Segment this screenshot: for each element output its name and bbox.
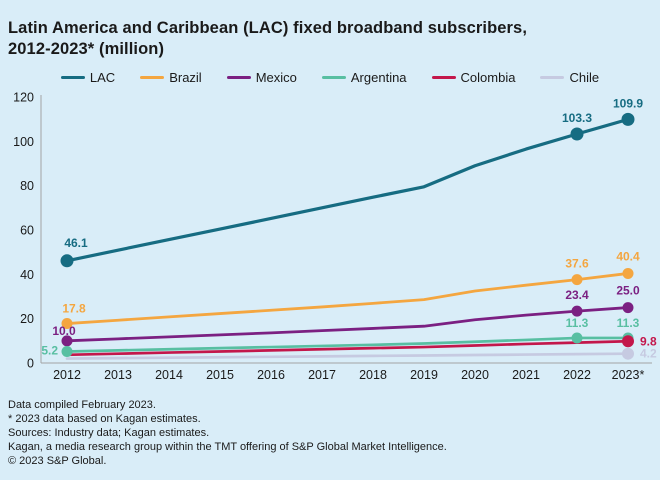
legend-item-chile: Chile xyxy=(540,70,599,85)
data-point-marker-mexico-2022 xyxy=(571,305,583,317)
data-point-marker-brazil-2012 xyxy=(61,318,73,330)
chart-title: Latin America and Caribbean (LAC) fixed … xyxy=(8,18,648,60)
data-point-label-mexico-2023: 25.0 xyxy=(616,284,640,298)
series-line-lac xyxy=(65,117,630,263)
x-tick-label: 2020 xyxy=(461,368,489,382)
data-point-marker-lac-2022 xyxy=(570,127,584,141)
data-point-label-brazil-2023: 40.4 xyxy=(616,249,640,263)
legend-label: Brazil xyxy=(169,69,202,85)
line-chart: 0 20 40 60 80 100 120 2012 2013 2014 2015 2016 2017 2… xyxy=(13,91,657,383)
data-point-label-mexico-2012: 10.0 xyxy=(52,324,76,338)
x-tick-label: 2014 xyxy=(155,368,183,382)
x-tick-label: 2021 xyxy=(512,368,540,382)
data-point-label-lac-2022: 103.3 xyxy=(562,111,592,125)
y-tick-label: 120 xyxy=(13,91,34,105)
x-tick-label: 2019 xyxy=(410,368,438,382)
x-tick-label: 2013 xyxy=(104,368,132,382)
y-tick-label: 40 xyxy=(20,268,34,282)
data-point-marker-mexico-2023 xyxy=(622,302,634,314)
footnote-line: Kagan, a media research group within the… xyxy=(8,441,447,453)
legend-item-colombia: Colombia xyxy=(431,69,516,85)
data-point-label-lac-2023: 109.9 xyxy=(613,96,643,110)
legend-swatch-mexico xyxy=(226,75,251,79)
x-tick-label: 2022 xyxy=(563,368,591,382)
data-point-marker-brazil-2023 xyxy=(622,267,634,279)
legend-label: Argentina xyxy=(350,69,407,85)
data-point-marker-lac-2023 xyxy=(621,112,635,126)
footnote-line: * 2023 data based on Kagan estimates. xyxy=(8,413,201,425)
data-point-marker-argentina-2012 xyxy=(61,345,73,357)
legend-swatch-colombia xyxy=(431,75,456,79)
x-tick-label: 2023* xyxy=(612,368,645,382)
data-point-label-argentina-2022: 11.3 xyxy=(566,316,589,330)
data-point-label-argentina-2012: 5.2 xyxy=(41,343,58,357)
x-tick-label: 2018 xyxy=(359,368,387,382)
chart-title-line1: Latin America and Caribbean (LAC) fixed … xyxy=(8,19,528,38)
footnote-line: Sources: Industry data; Kagan estimates. xyxy=(8,427,210,439)
chart-title-line2: 2012-2023* (million) xyxy=(8,40,165,59)
series-line-brazil xyxy=(65,272,630,325)
data-point-label-brazil-2012: 17.8 xyxy=(62,302,86,316)
y-tick-label: 100 xyxy=(13,135,34,149)
data-point-marker-brazil-2022 xyxy=(571,274,583,286)
data-point-marker-mexico-2012 xyxy=(61,335,73,347)
data-point-label-argentina-2023: 11.3 xyxy=(617,316,640,330)
x-tick-label: 2016 xyxy=(257,368,285,382)
chart-legend: LAC Brazil Mexico Argentina Colombia Chile xyxy=(0,67,660,87)
legend-swatch-lac xyxy=(60,75,85,79)
legend-label: LAC xyxy=(89,69,116,85)
data-point-label-mexico-2022: 23.4 xyxy=(565,288,589,302)
series-line-chile xyxy=(65,352,630,360)
footnote-line: Data compiled February 2023. xyxy=(8,399,156,411)
legend-label: Mexico xyxy=(255,69,297,85)
legend-swatch-argentina xyxy=(321,75,346,79)
legend-item-lac: LAC xyxy=(60,69,116,85)
y-tick-label: 20 xyxy=(20,312,34,326)
series-line-mexico xyxy=(65,306,630,343)
y-tick-label: 60 xyxy=(20,224,34,238)
x-tick-label: 2015 xyxy=(206,368,234,382)
series-line-colombia xyxy=(65,339,630,357)
data-point-marker-lac-2012 xyxy=(60,254,74,268)
y-tick-label: 80 xyxy=(20,179,34,193)
data-point-label-lac-2012: 46.1 xyxy=(64,236,88,250)
data-point-marker-chile-2023 xyxy=(622,347,634,360)
legend-label: Chile xyxy=(569,69,600,85)
series-line-argentina xyxy=(65,336,630,353)
data-point-label-chile-2023: 4.2 xyxy=(640,347,657,361)
y-tick-label: 0 xyxy=(27,357,34,371)
data-point-marker-argentina-2022 xyxy=(571,332,583,344)
data-point-label-colombia-2023: 9.8 xyxy=(640,334,657,348)
legend-swatch-brazil xyxy=(140,75,165,79)
data-point-marker-colombia-2023 xyxy=(622,335,634,348)
footnote-line: © 2023 S&P Global. xyxy=(8,455,107,467)
x-tick-label: 2012 xyxy=(53,368,81,382)
legend-swatch-chile xyxy=(540,75,565,79)
data-point-label-brazil-2022: 37.6 xyxy=(565,257,589,271)
legend-item-argentina: Argentina xyxy=(321,69,407,85)
legend-item-brazil: Brazil xyxy=(140,70,202,85)
legend-label: Colombia xyxy=(460,69,516,85)
x-tick-label: 2017 xyxy=(308,368,336,382)
legend-item-mexico: Mexico xyxy=(226,69,297,85)
chart-footnotes: Data compiled February 2023. * 2023 data … xyxy=(8,398,656,468)
